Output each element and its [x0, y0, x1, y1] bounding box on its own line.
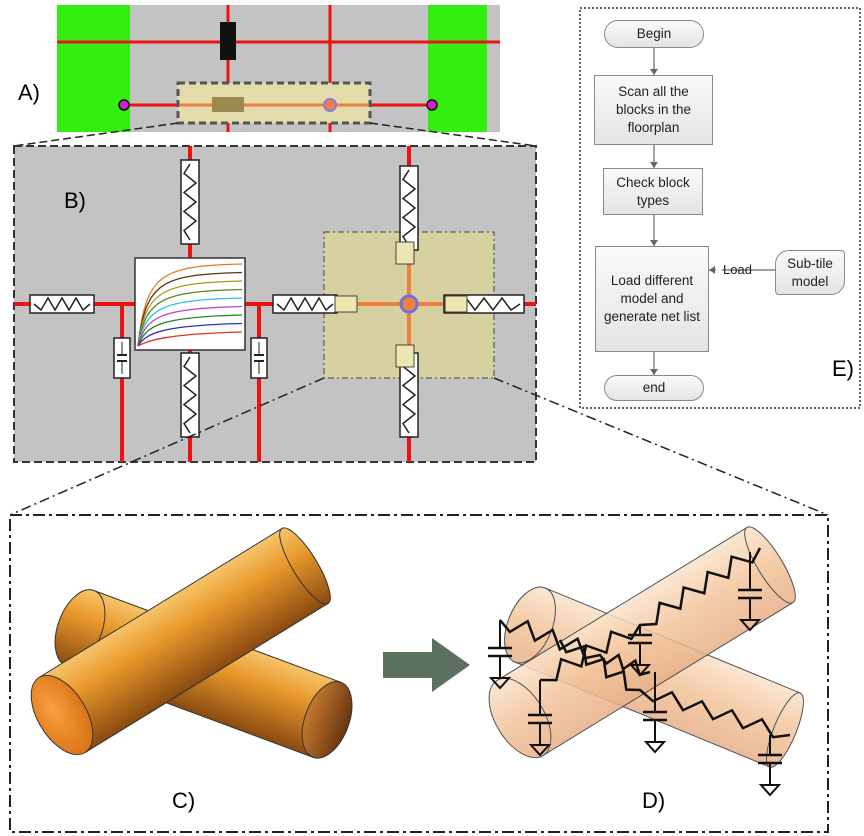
black-block — [220, 22, 236, 60]
zigzag — [182, 163, 198, 241]
model-box — [395, 241, 415, 265]
cylinder-end — [744, 526, 796, 604]
ground — [643, 741, 667, 754]
panel-label: A) — [18, 80, 40, 105]
flow-node: Load different model and generate net li… — [595, 246, 709, 352]
cylinder — [30, 527, 331, 756]
pin — [426, 99, 438, 111]
cylinder-end — [279, 527, 331, 605]
waveform — [137, 331, 243, 347]
cylinder-end — [301, 681, 353, 759]
zigzag — [276, 296, 334, 312]
arrow-head — [650, 162, 658, 168]
side-input: Sub-tile model — [775, 250, 845, 295]
flow-node: Check block types — [603, 168, 703, 215]
zigzag — [33, 296, 91, 312]
capacitor — [113, 337, 131, 379]
model-box — [444, 295, 468, 313]
edge-label: Load — [723, 262, 752, 277]
node — [399, 294, 419, 314]
node — [323, 98, 337, 112]
zigzag — [401, 169, 417, 247]
capacitor — [250, 337, 268, 379]
waveform — [137, 314, 243, 347]
panel-label: D) — [642, 788, 665, 813]
green-strip — [428, 5, 487, 132]
ground — [758, 784, 782, 797]
cylinder-cap — [30, 674, 94, 756]
net-wire — [539, 547, 762, 682]
waveform — [137, 305, 243, 347]
waveform — [137, 297, 243, 347]
model-box — [395, 344, 415, 368]
arrow-head — [650, 369, 658, 375]
model-box — [334, 295, 358, 313]
ground — [528, 744, 552, 757]
arrow — [383, 638, 470, 692]
wire — [9, 377, 325, 516]
ground — [488, 677, 512, 690]
zigzag — [182, 356, 198, 434]
waveform — [137, 322, 243, 347]
wire — [493, 377, 829, 516]
panel-label: B) — [64, 188, 86, 213]
arrow-head — [709, 266, 715, 274]
waveform — [137, 288, 243, 347]
ground — [738, 619, 762, 632]
wire — [13, 122, 179, 147]
block — [212, 97, 244, 112]
pin — [118, 99, 130, 111]
net-wire — [558, 639, 791, 739]
flow-node: Scan all the blocks in the floorplan — [594, 75, 713, 145]
zoom-box — [176, 81, 372, 125]
ground — [628, 664, 652, 677]
zigzag — [401, 356, 417, 434]
arrow-head — [650, 69, 658, 75]
flow-node: Begin — [604, 20, 704, 48]
cylinder — [488, 526, 796, 759]
panel-label: E) — [832, 356, 854, 381]
arrow-head — [650, 240, 658, 246]
flow-node: end — [604, 375, 704, 401]
wire — [369, 122, 537, 147]
resistor — [29, 294, 95, 314]
panel-label: C) — [172, 788, 195, 813]
green-strip — [57, 5, 130, 132]
